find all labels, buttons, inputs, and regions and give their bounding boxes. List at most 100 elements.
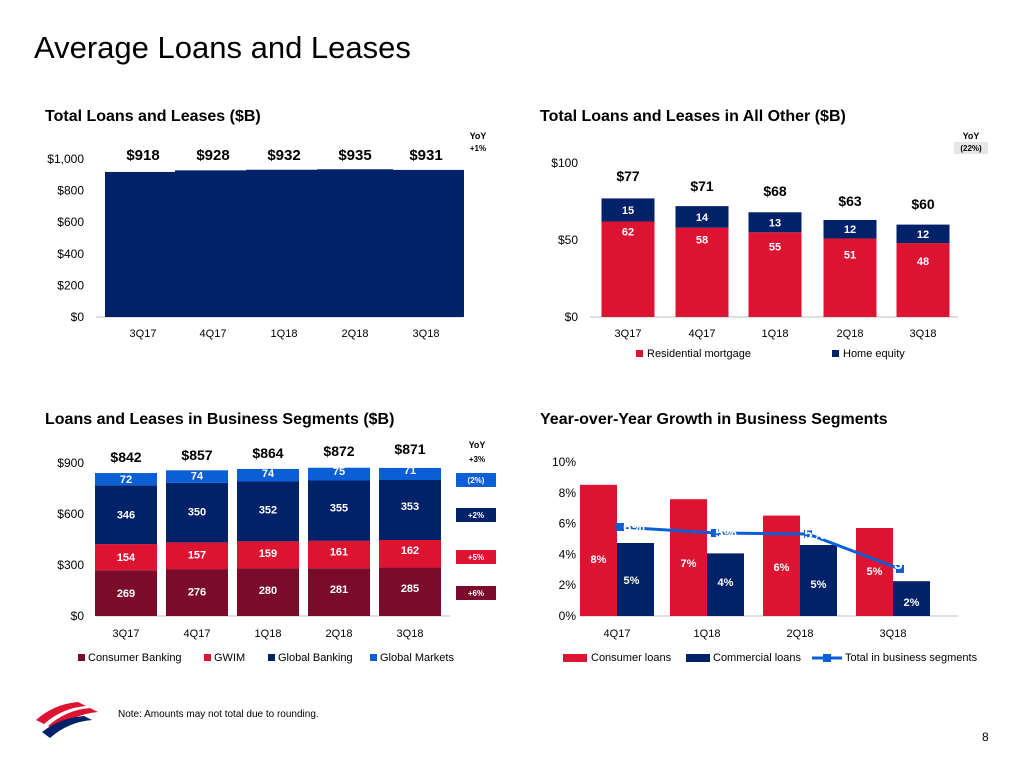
total-bar bbox=[105, 171, 181, 317]
segments-global-banking-label: 355 bbox=[330, 503, 348, 515]
legend-gwim-label: GWIM bbox=[214, 652, 245, 664]
segments-global-banking-label: 353 bbox=[401, 501, 419, 513]
total-bar bbox=[175, 170, 251, 317]
allother-bar-home-equity bbox=[823, 219, 877, 239]
allother-home-equity-label: 12 bbox=[844, 224, 856, 236]
allother-bar-residential bbox=[601, 221, 655, 317]
growth-line-marker bbox=[711, 529, 719, 537]
growth-commercial-label: 5% bbox=[811, 579, 827, 591]
growth-commercial-label: 5% bbox=[624, 575, 640, 587]
growth-bar-commercial bbox=[617, 543, 654, 616]
segments-x-tick: 2Q18 bbox=[326, 628, 353, 640]
allother-residential-label: 55 bbox=[769, 241, 781, 253]
segments-ytick: $0 bbox=[71, 609, 85, 623]
total-bar bbox=[388, 169, 464, 317]
bank-flag-logo-icon bbox=[36, 702, 98, 738]
segments-bar-global-banking bbox=[237, 481, 299, 542]
allother-residential-label: 58 bbox=[696, 235, 708, 247]
total-bar bbox=[246, 169, 322, 317]
legend-commercial-loans-swatch bbox=[686, 654, 710, 662]
segments-bar-gwim bbox=[308, 540, 370, 569]
growth-ytick: 2% bbox=[559, 578, 577, 592]
total-ytick: $800 bbox=[57, 184, 84, 198]
legend-total-marker bbox=[823, 654, 831, 662]
segments-yoy-global-banking: +2% bbox=[468, 511, 484, 520]
segments-ytick: $300 bbox=[57, 558, 84, 572]
allother-x-tick: 3Q17 bbox=[615, 328, 642, 340]
page-title: Average Loans and Leases bbox=[34, 30, 411, 65]
growth-total-label: 6% bbox=[623, 519, 645, 536]
segments-global-banking-label: 350 bbox=[188, 507, 206, 519]
segments-bar-consumer bbox=[308, 568, 370, 616]
allother-x-tick: 3Q18 bbox=[910, 328, 937, 340]
segments-bar-consumer bbox=[95, 570, 157, 616]
segments-consumer-label: 276 bbox=[188, 587, 206, 599]
total-ytick: $200 bbox=[57, 278, 84, 292]
segments-bar-global-banking bbox=[95, 485, 157, 545]
allother-ytick: $100 bbox=[551, 156, 578, 170]
allother-bar-home-equity bbox=[675, 206, 729, 228]
segments-yoy-global-markets: (2%) bbox=[468, 476, 485, 485]
growth-bar-consumer bbox=[856, 528, 893, 616]
segments-ytick: $900 bbox=[57, 456, 84, 470]
growth-ytick: 4% bbox=[559, 547, 577, 561]
segments-gwim-label: 159 bbox=[259, 548, 277, 560]
allother-bar-residential bbox=[748, 232, 802, 317]
growth-line-marker bbox=[616, 523, 624, 531]
growth-x-tick: 4Q17 bbox=[604, 628, 631, 640]
total-x-tick: 2Q18 bbox=[342, 328, 369, 340]
segments-global-markets-label: 72 bbox=[120, 474, 132, 486]
allother-home-equity-label: 13 bbox=[769, 217, 781, 229]
chart-title-total: Total Loans and Leases ($B) bbox=[45, 108, 261, 125]
growth-consumer-label: 6% bbox=[774, 562, 790, 574]
total-x-tick: 3Q18 bbox=[413, 328, 440, 340]
total-bar-label: $932 bbox=[267, 147, 300, 164]
total-bar-label: $928 bbox=[196, 147, 229, 164]
page-number: 8 bbox=[982, 730, 989, 744]
growth-x-tick: 1Q18 bbox=[694, 628, 721, 640]
legend-consumer-loans-swatch bbox=[563, 654, 587, 662]
allother-ytick: $0 bbox=[565, 310, 579, 324]
segments-bar-global-markets bbox=[379, 467, 441, 480]
chart-title-all-other: Total Loans and Leases in All Other ($B) bbox=[540, 108, 846, 125]
segments-bar-global-markets bbox=[95, 473, 157, 486]
segments-gwim-label: 157 bbox=[188, 550, 206, 562]
legend-residential-label: Residential mortgage bbox=[647, 348, 751, 360]
segments-yoy-header: YoY bbox=[469, 440, 486, 450]
segments-gwim-label: 154 bbox=[117, 552, 136, 564]
growth-x-tick: 3Q18 bbox=[880, 628, 907, 640]
chart-title-segments: Loans and Leases in Business Segments ($… bbox=[45, 411, 395, 428]
growth-total-label: 3% bbox=[894, 556, 916, 573]
segments-total-label: $857 bbox=[181, 447, 212, 463]
segments-bar-global-markets bbox=[308, 467, 370, 481]
segments-yoy-gwim-bg bbox=[456, 550, 496, 564]
growth-total-label: 5% bbox=[804, 526, 826, 543]
footnote: Note: Amounts may not total due to round… bbox=[118, 709, 319, 720]
segments-x-tick: 1Q18 bbox=[255, 628, 282, 640]
total-x-tick: 3Q17 bbox=[130, 328, 157, 340]
total-yoy-bg bbox=[462, 142, 494, 154]
legend-home-equity-label: Home equity bbox=[843, 348, 905, 360]
allother-bar-residential bbox=[675, 227, 729, 317]
segments-yoy-gwim: +5% bbox=[468, 553, 484, 562]
allother-x-tick: 4Q17 bbox=[689, 328, 716, 340]
segments-consumer-label: 269 bbox=[117, 588, 135, 600]
segments-yoy-consumer: +6% bbox=[468, 589, 484, 598]
allother-yoy: (22%) bbox=[960, 144, 982, 153]
segments-global-banking-label: 346 bbox=[117, 510, 135, 522]
total-bar-label: $935 bbox=[338, 147, 371, 164]
growth-line-marker bbox=[804, 530, 812, 538]
allother-bar-residential bbox=[823, 238, 877, 317]
segments-bar-gwim bbox=[95, 544, 157, 571]
legend-total-label: Total in business segments bbox=[845, 652, 978, 664]
allother-total-label: $71 bbox=[690, 178, 714, 194]
segments-yoy-consumer-bg bbox=[456, 586, 496, 600]
growth-bar-consumer bbox=[670, 499, 707, 616]
total-bar bbox=[317, 169, 393, 317]
legend-home-equity-swatch bbox=[832, 350, 839, 357]
segments-total-label: $864 bbox=[252, 445, 283, 461]
segments-global-banking-label: 352 bbox=[259, 504, 277, 516]
growth-ytick: 0% bbox=[559, 609, 577, 623]
growth-bar-consumer bbox=[580, 484, 617, 616]
growth-consumer-label: 7% bbox=[681, 558, 697, 570]
